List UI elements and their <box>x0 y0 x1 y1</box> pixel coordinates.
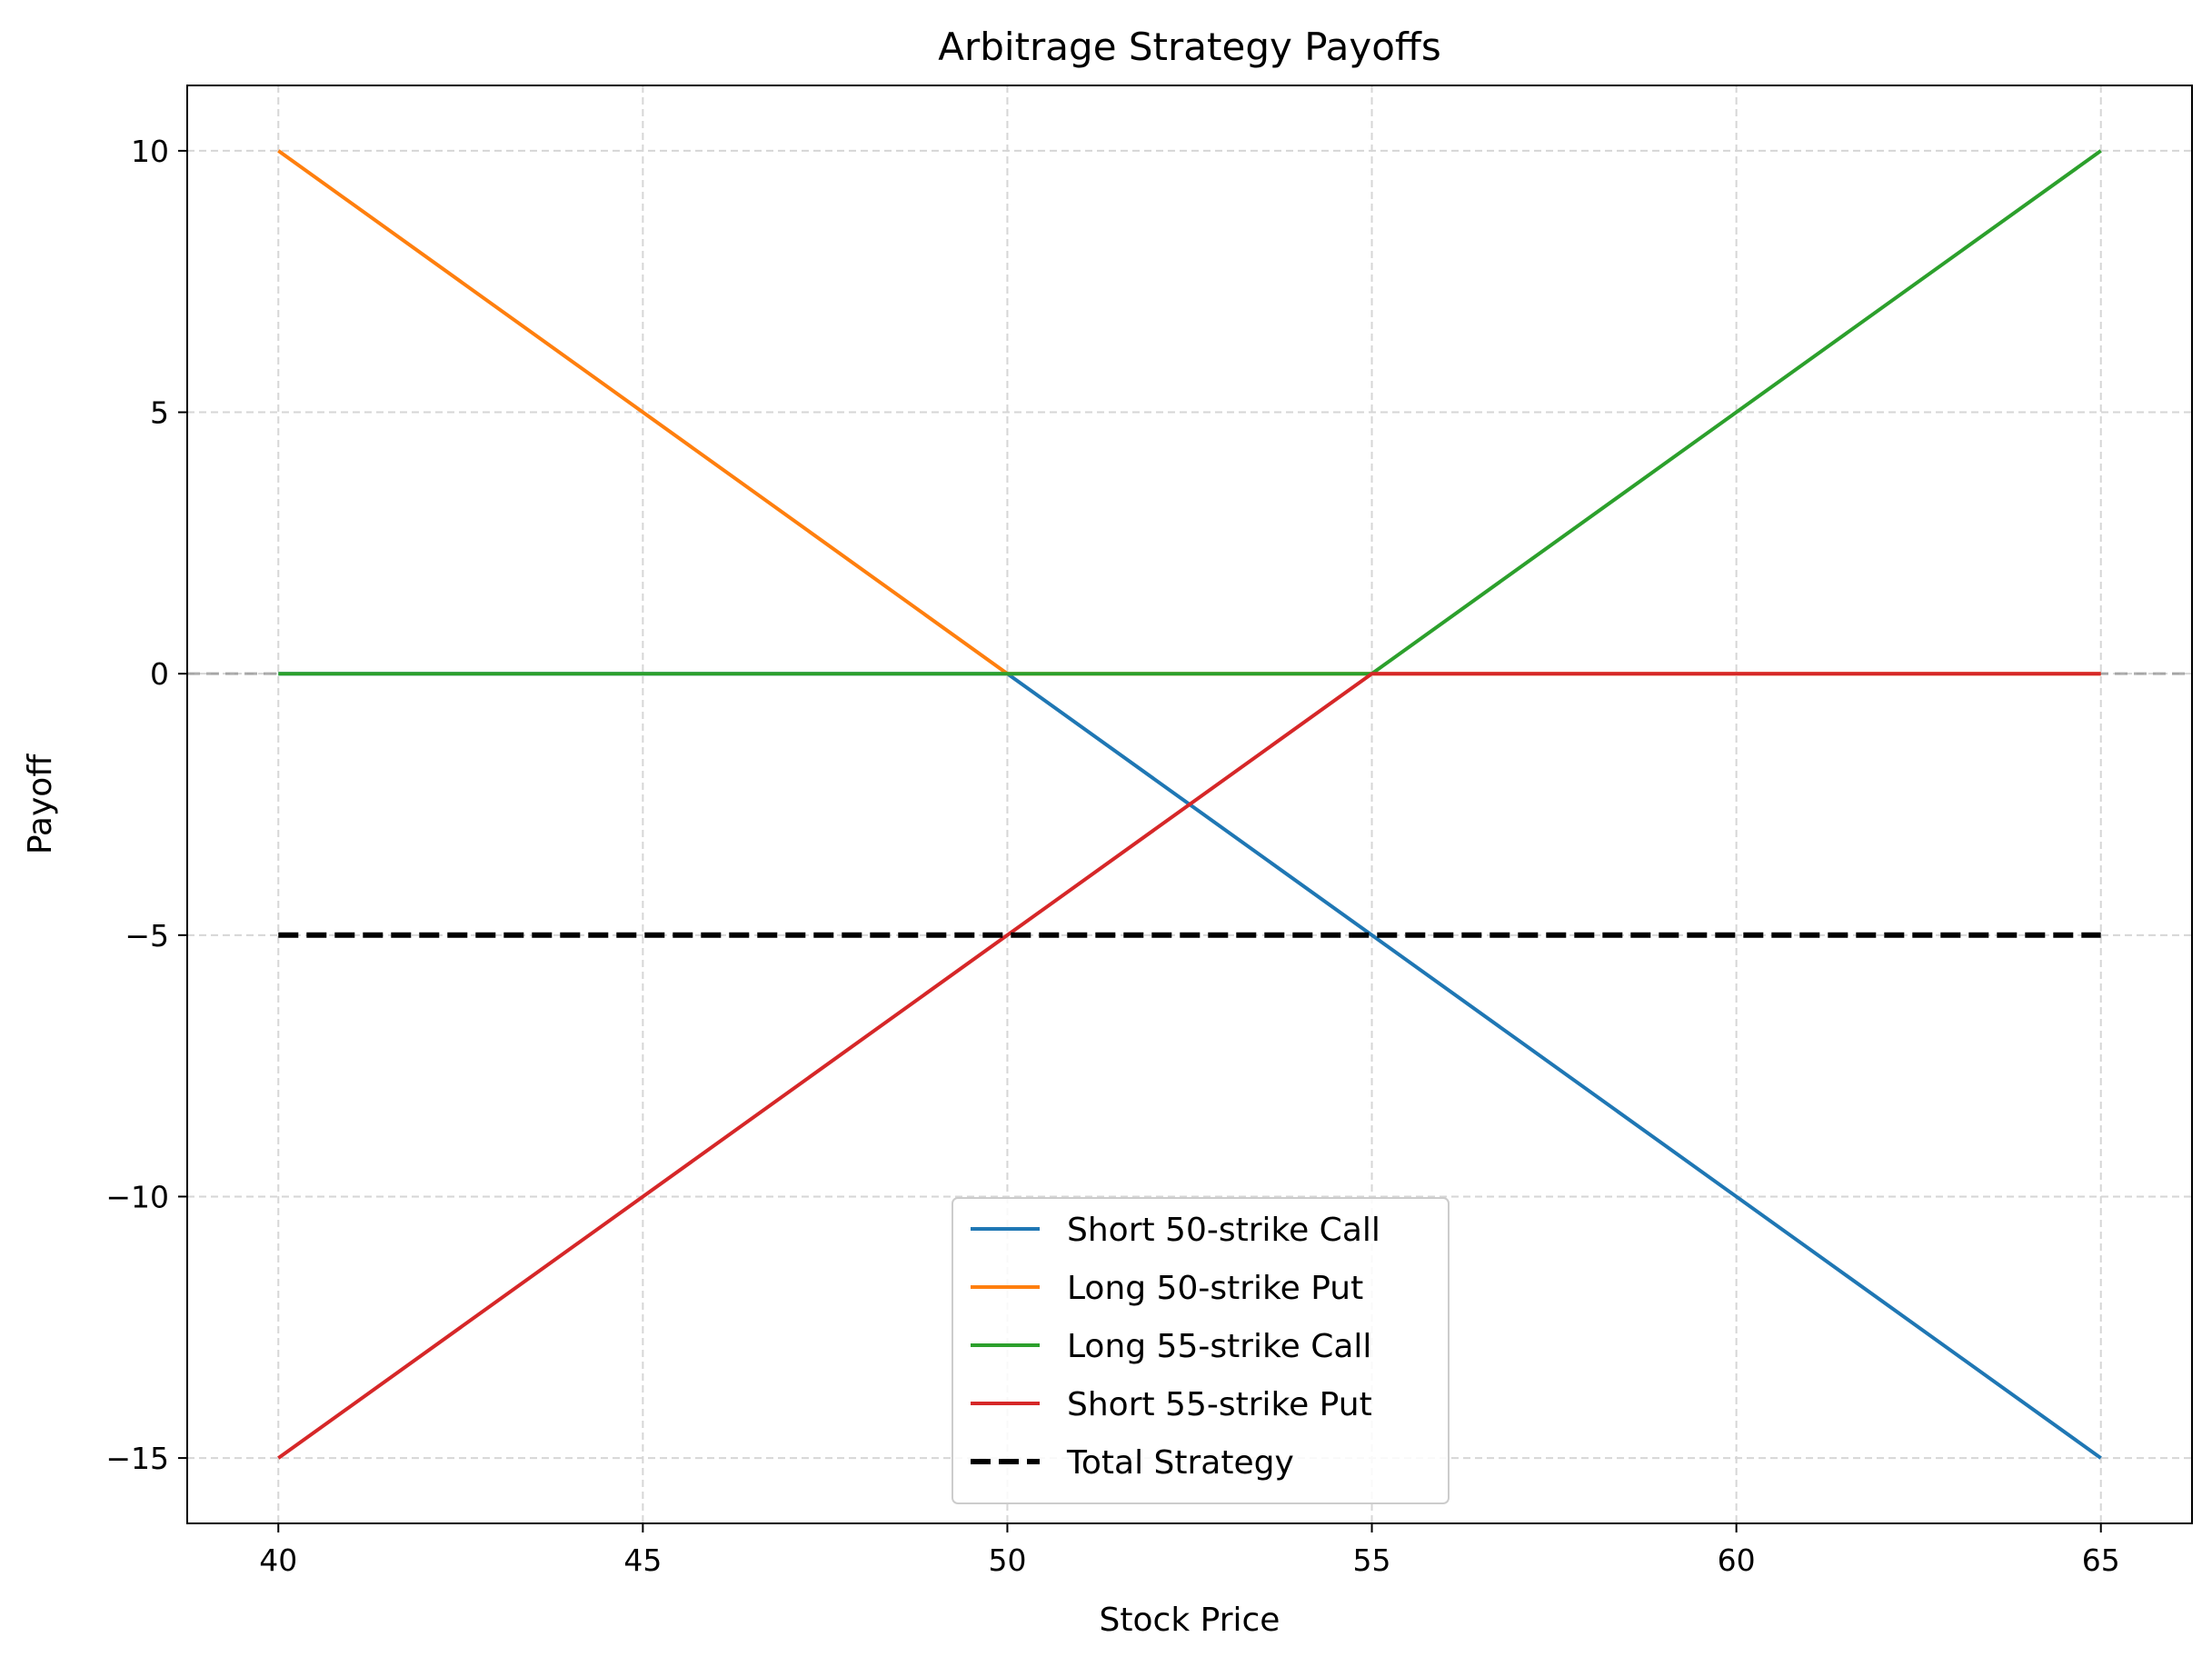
chart-title: Arbitrage Strategy Payoffs <box>938 25 1441 69</box>
x-tick-label: 45 <box>623 1542 662 1578</box>
y-tick-label: −10 <box>105 1179 169 1214</box>
y-tick-label: −15 <box>105 1441 169 1476</box>
x-tick-label: 60 <box>1718 1542 1756 1578</box>
x-axis-label: Stock Price <box>1100 1602 1280 1639</box>
legend-box <box>952 1197 1450 1504</box>
x-tick-label: 40 <box>259 1542 297 1578</box>
series-layer <box>277 149 2102 1460</box>
legend-label-1: Long 50-strike Put <box>1067 1270 1363 1307</box>
legend-label-4: Total Strategy <box>1066 1444 1294 1482</box>
x-tick-label: 65 <box>2082 1542 2120 1578</box>
y-axis-label: Payoff <box>22 754 59 854</box>
legend-label-2: Long 55-strike Call <box>1067 1328 1371 1365</box>
series-line-3 <box>277 672 2101 1460</box>
y-tick-label: 0 <box>150 656 169 692</box>
legend: Short 50-strike Call Long 50-strike Put Lo… <box>952 1197 1450 1504</box>
y-tick-label: −5 <box>125 918 169 953</box>
y-tick-label: 10 <box>131 134 169 169</box>
legend-label-0: Short 50-strike Call <box>1067 1212 1380 1249</box>
plot-frame <box>186 85 2193 1524</box>
legend-label-3: Short 55-strike Put <box>1067 1386 1372 1423</box>
x-tick-label: 55 <box>1353 1542 1391 1578</box>
x-tick-label: 50 <box>988 1542 1026 1578</box>
y-tick-label: 5 <box>150 395 169 431</box>
